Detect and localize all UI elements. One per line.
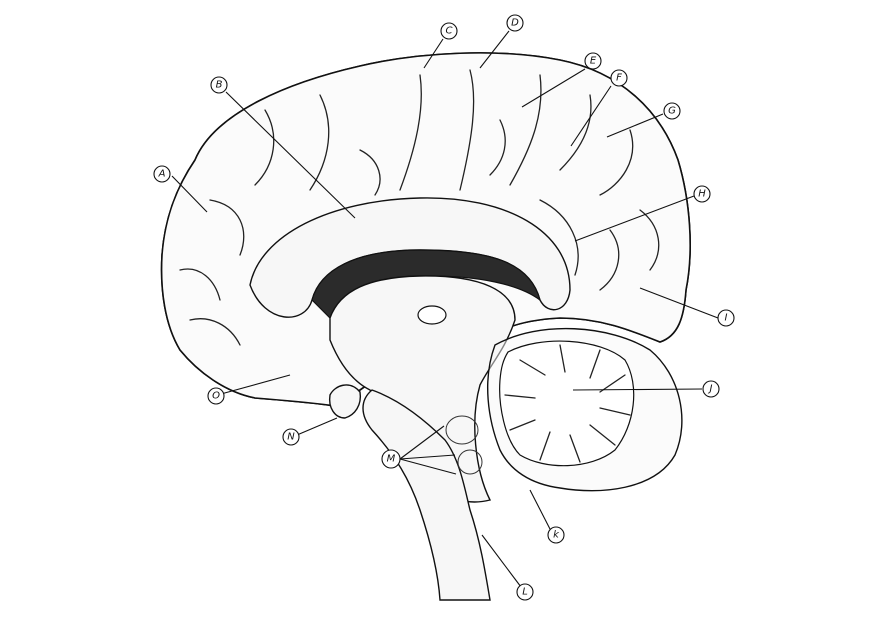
- callout-f: F: [610, 69, 628, 87]
- callout-l: L: [516, 583, 534, 601]
- label-k: k: [553, 530, 560, 541]
- label-l: L: [522, 587, 528, 598]
- label-c: C: [446, 26, 453, 37]
- label-e: E: [590, 56, 597, 67]
- callout-o: O: [207, 387, 225, 405]
- label-o: O: [212, 391, 220, 402]
- arbor-vitae: [504, 344, 631, 463]
- callout-i: I: [717, 309, 735, 327]
- callout-a: A: [153, 165, 171, 183]
- label-b: B: [216, 80, 223, 91]
- callout-k: k: [547, 526, 565, 544]
- label-i: I: [725, 313, 728, 324]
- callout-d: D: [506, 14, 524, 32]
- pituitary: [328, 384, 362, 419]
- label-m: M: [387, 454, 396, 465]
- label-j: J: [708, 384, 713, 395]
- callout-j: J: [702, 380, 720, 398]
- callout-n: N: [282, 428, 300, 446]
- label-n: N: [287, 432, 295, 443]
- intermediate-mass: [417, 305, 447, 325]
- label-g: G: [668, 106, 676, 117]
- pons: [445, 415, 479, 445]
- callout-c: C: [440, 22, 458, 40]
- callout-b: B: [210, 76, 228, 94]
- label-d: D: [511, 18, 519, 29]
- callout-g: G: [663, 102, 681, 120]
- label-h: H: [698, 189, 706, 200]
- brainstem: [362, 389, 491, 601]
- callout-m: M: [381, 449, 401, 469]
- callout-h: H: [693, 185, 711, 203]
- label-a: A: [158, 169, 166, 180]
- callout-e: E: [584, 52, 602, 70]
- label-f: F: [616, 73, 622, 84]
- gyri-lines: [179, 69, 660, 346]
- leader-lines: [171, 30, 719, 588]
